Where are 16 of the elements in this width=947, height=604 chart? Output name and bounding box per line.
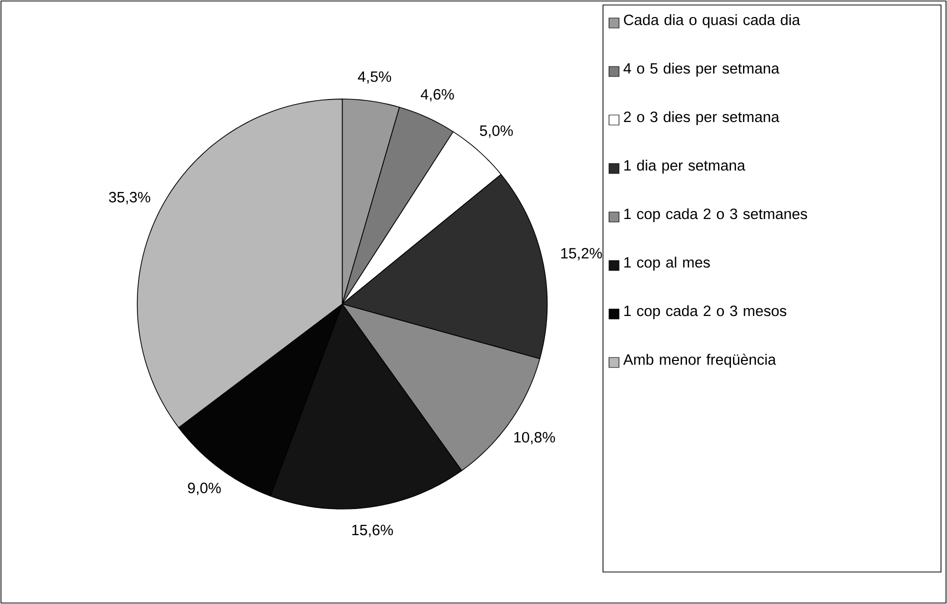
data-label: 15,6% bbox=[352, 524, 393, 538]
data-label: 10,8% bbox=[514, 432, 555, 444]
legend-label: Amb menor freqüència bbox=[623, 354, 776, 368]
legend-label: 1 cop cada 2 o 3 mesos bbox=[624, 305, 786, 320]
data-label: 4,5% bbox=[358, 71, 392, 84]
legend-label: 4 o 5 dies per setmana bbox=[624, 62, 780, 77]
data-label: 4,6% bbox=[420, 89, 454, 102]
data-label: 9,0% bbox=[188, 482, 221, 496]
data-label: 5,0% bbox=[480, 125, 513, 138]
legend-label: 2 o 3 dies per setmana bbox=[624, 111, 780, 126]
data-label: 35,3% bbox=[108, 192, 150, 204]
legend-label: Cada dia o quasi cada dia bbox=[624, 14, 800, 28]
legend-label: 1 cop cada 2 o 3 setmanes bbox=[624, 208, 808, 222]
data-label: 15,2% bbox=[561, 248, 602, 260]
legend-label: 1 dia per setmana bbox=[624, 160, 746, 174]
legend-label: 1 cop al mes bbox=[624, 256, 710, 271]
